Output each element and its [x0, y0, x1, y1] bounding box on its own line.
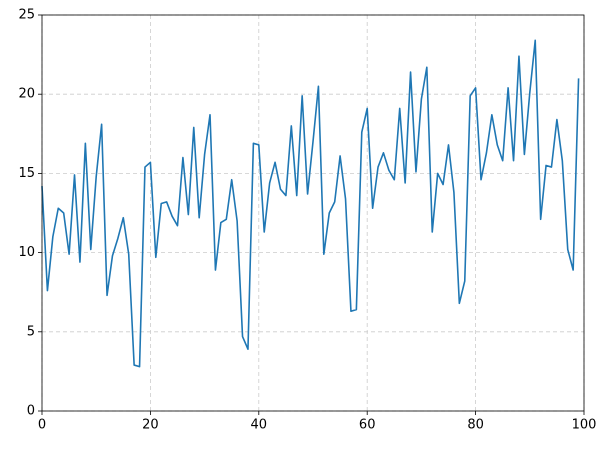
- x-tick-label: 0: [38, 418, 46, 433]
- y-tick-label: 25: [18, 8, 35, 23]
- x-tick-label: 100: [572, 418, 597, 433]
- y-tick-label: 10: [18, 245, 35, 260]
- x-tick-label: 40: [251, 418, 268, 433]
- y-tick-label: 20: [18, 87, 35, 102]
- y-tick-label: 15: [18, 166, 35, 181]
- plot-frame: [41, 14, 585, 412]
- y-tick-label: 0: [27, 404, 35, 419]
- x-tick-label: 20: [142, 418, 159, 433]
- x-tick-label: 60: [359, 418, 376, 433]
- x-tick-label: 80: [467, 418, 484, 433]
- data-line: [41, 39, 580, 368]
- y-tick-label: 5: [27, 324, 35, 339]
